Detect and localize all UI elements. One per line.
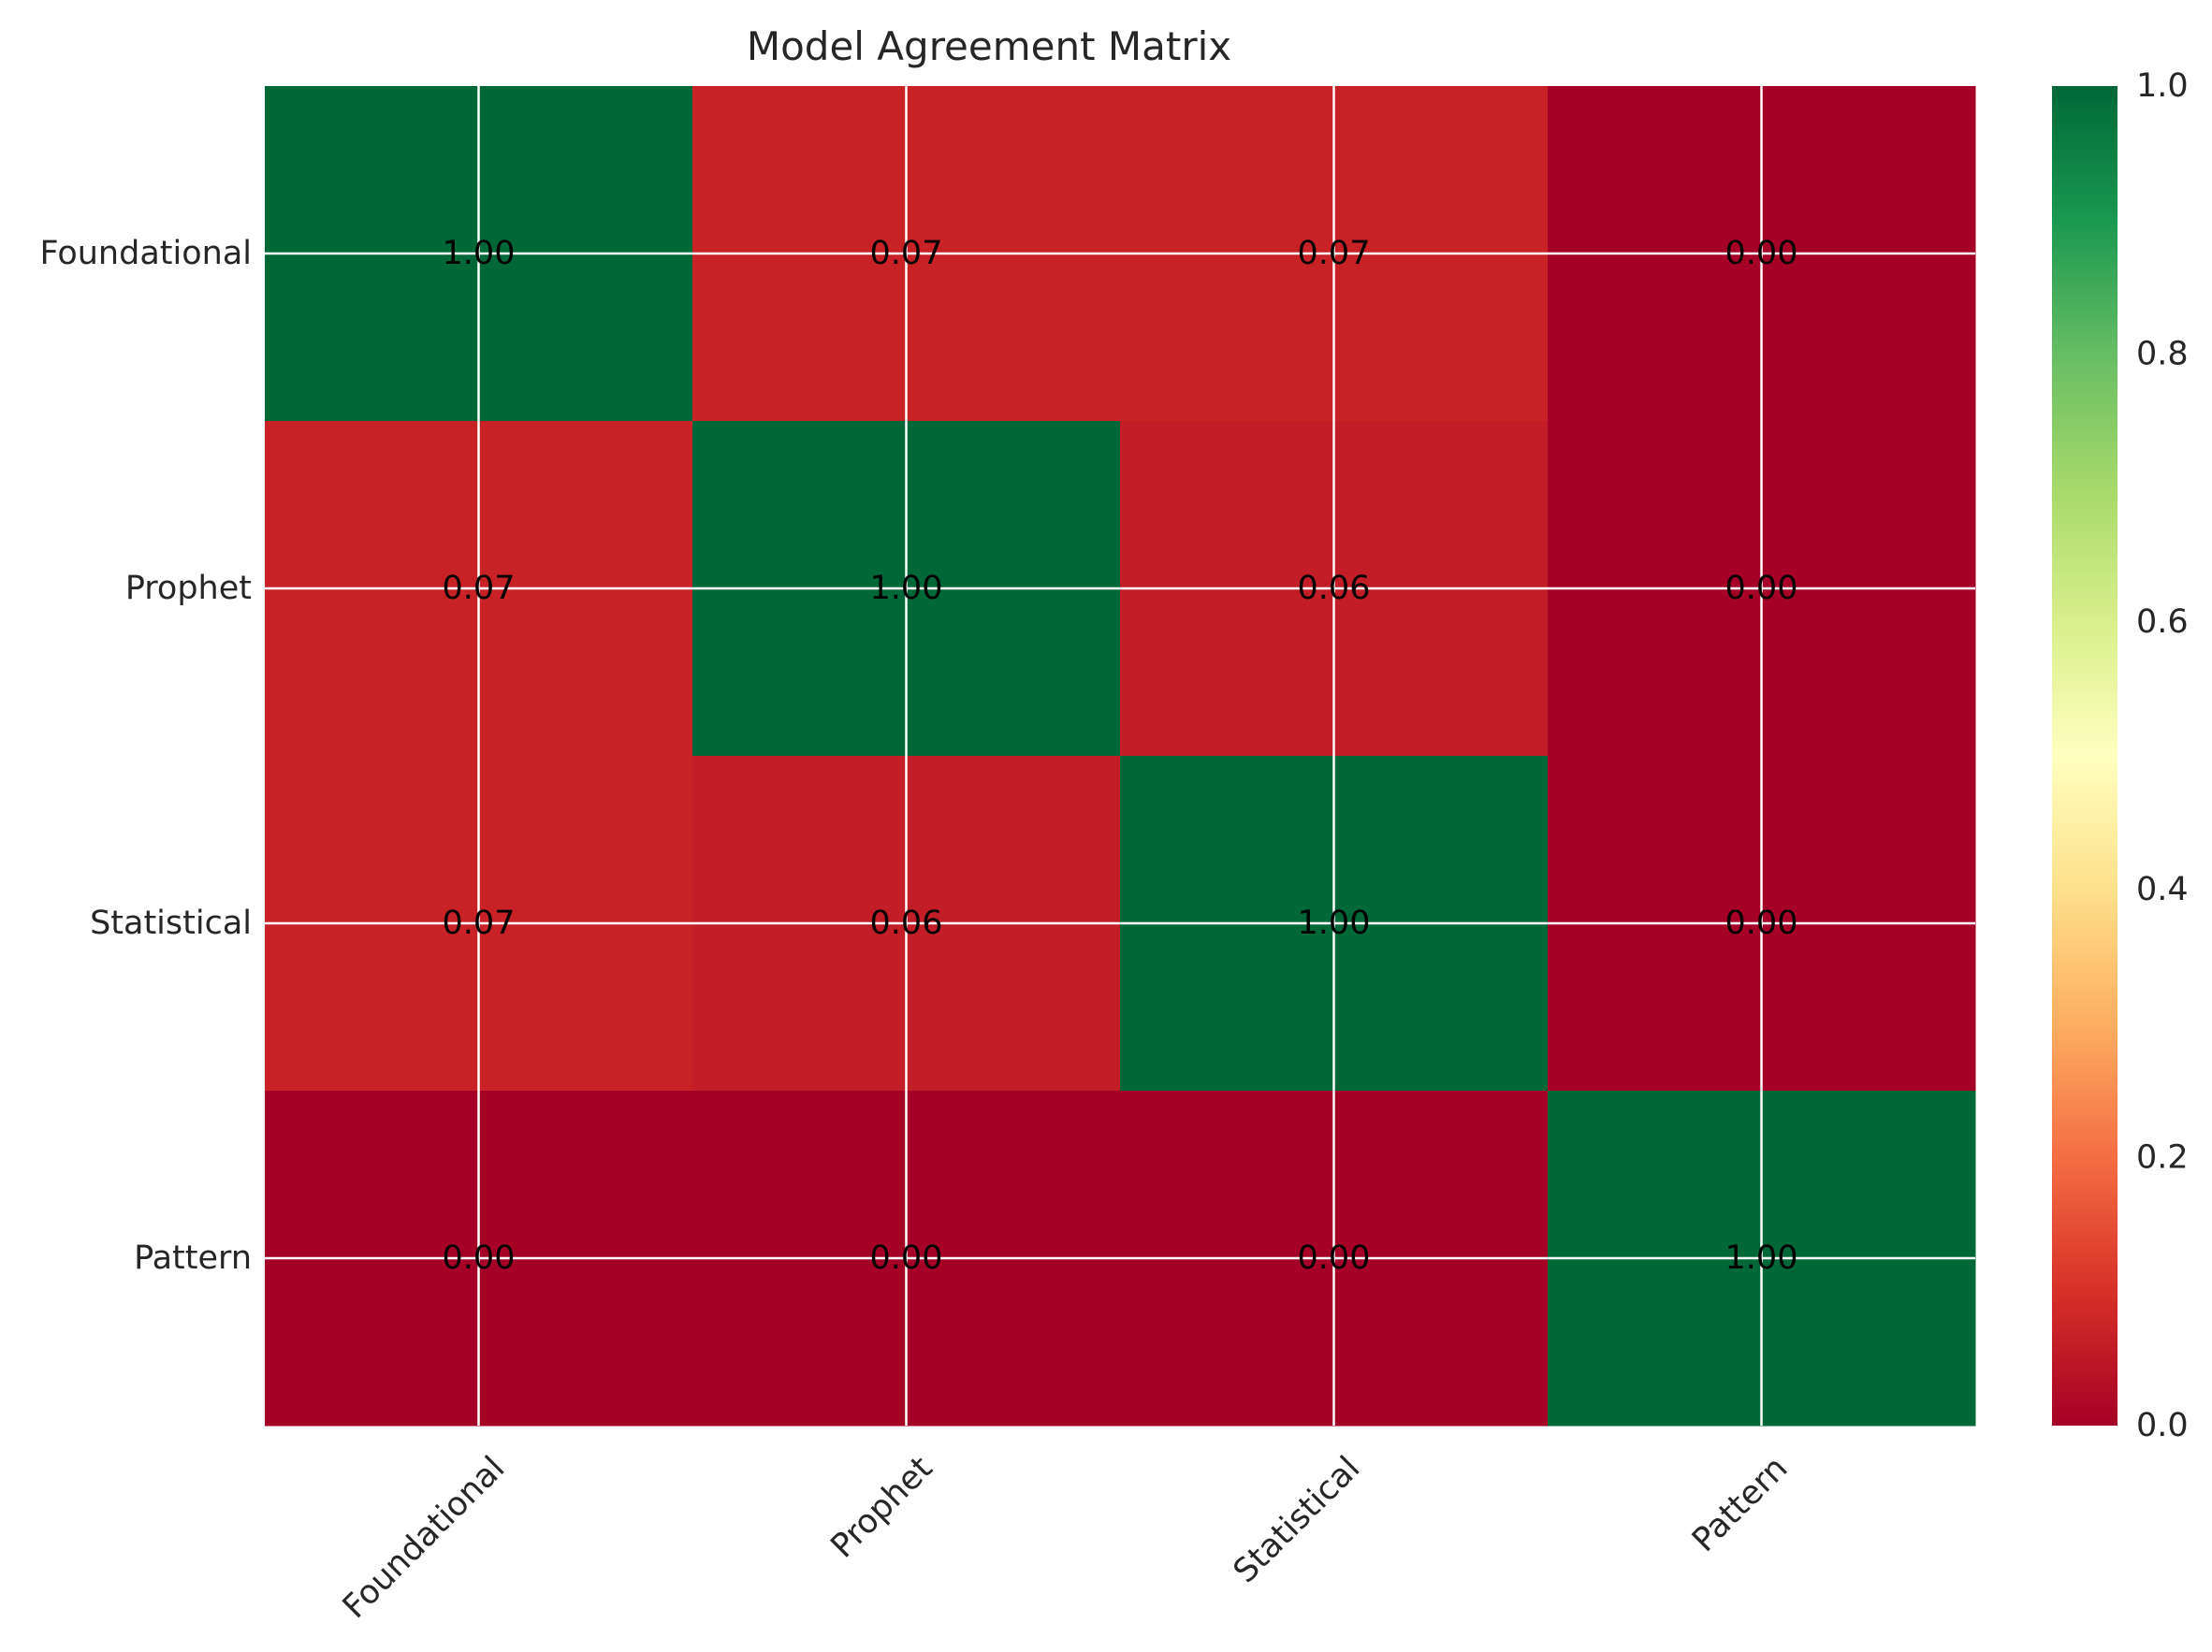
colorbar-tick-1-0: 1.0 [2136,67,2189,105]
cell-label-statistical-pattern: 0.00 [1725,905,1798,942]
x-axis-tick-labels: Foundational Prophet Statistical Pattern [336,1450,1795,1626]
colorbar-tick-0-0: 0.0 [2136,1407,2189,1444]
x-tick-prophet: Prophet [824,1450,940,1566]
y-axis-tick-labels: Foundational Prophet Statistical Pattern [39,235,252,1277]
y-tick-statistical: Statistical [90,905,252,942]
x-tick-statistical: Statistical [1227,1450,1368,1591]
colorbar: 0.0 0.2 0.4 0.6 0.8 1.0 [2052,67,2189,1444]
cell-label-pattern-statistical: 0.00 [1298,1239,1371,1277]
grid-lines [265,86,1975,1426]
colorbar-tick-0-6: 0.6 [2136,603,2189,641]
y-tick-foundational: Foundational [39,235,252,272]
cell-label-foundational-foundational: 1.00 [443,235,516,272]
cell-label-pattern-prophet: 0.00 [870,1239,943,1277]
chart-title: Model Agreement Matrix [747,23,1231,69]
colorbar-tick-0-2: 0.2 [2136,1139,2189,1177]
colorbar-gradient [2052,86,2117,1426]
x-tick-foundational: Foundational [336,1450,512,1626]
y-tick-prophet: Prophet [125,570,252,607]
colorbar-tick-labels: 0.0 0.2 0.4 0.6 0.8 1.0 [2136,67,2189,1444]
colorbar-tick-0-4: 0.4 [2136,871,2189,908]
cell-label-statistical-prophet: 0.06 [870,905,943,942]
cell-label-pattern-foundational: 0.00 [443,1239,516,1277]
cell-value-labels: 1.00 0.07 0.07 0.00 0.07 1.00 0.06 0.00 0.07 0.06… [443,235,1798,1277]
y-tick-pattern: Pattern [134,1239,252,1277]
cell-label-prophet-pattern: 0.00 [1725,570,1798,607]
cell-label-foundational-prophet: 0.07 [870,235,943,272]
cell-label-prophet-prophet: 1.00 [870,570,943,607]
cell-label-statistical-statistical: 1.00 [1298,905,1371,942]
heatmap-cells [265,86,1976,1427]
cell-label-statistical-foundational: 0.07 [443,905,516,942]
cell-label-prophet-statistical: 0.06 [1298,570,1371,607]
cell-label-foundational-pattern: 0.00 [1725,235,1798,272]
x-tick-pattern: Pattern [1685,1450,1795,1559]
cell-label-prophet-foundational: 0.07 [443,570,516,607]
colorbar-tick-0-8: 0.8 [2136,335,2189,372]
cell-label-pattern-pattern: 1.00 [1725,1239,1798,1277]
cell-label-foundational-statistical: 0.07 [1298,235,1371,272]
